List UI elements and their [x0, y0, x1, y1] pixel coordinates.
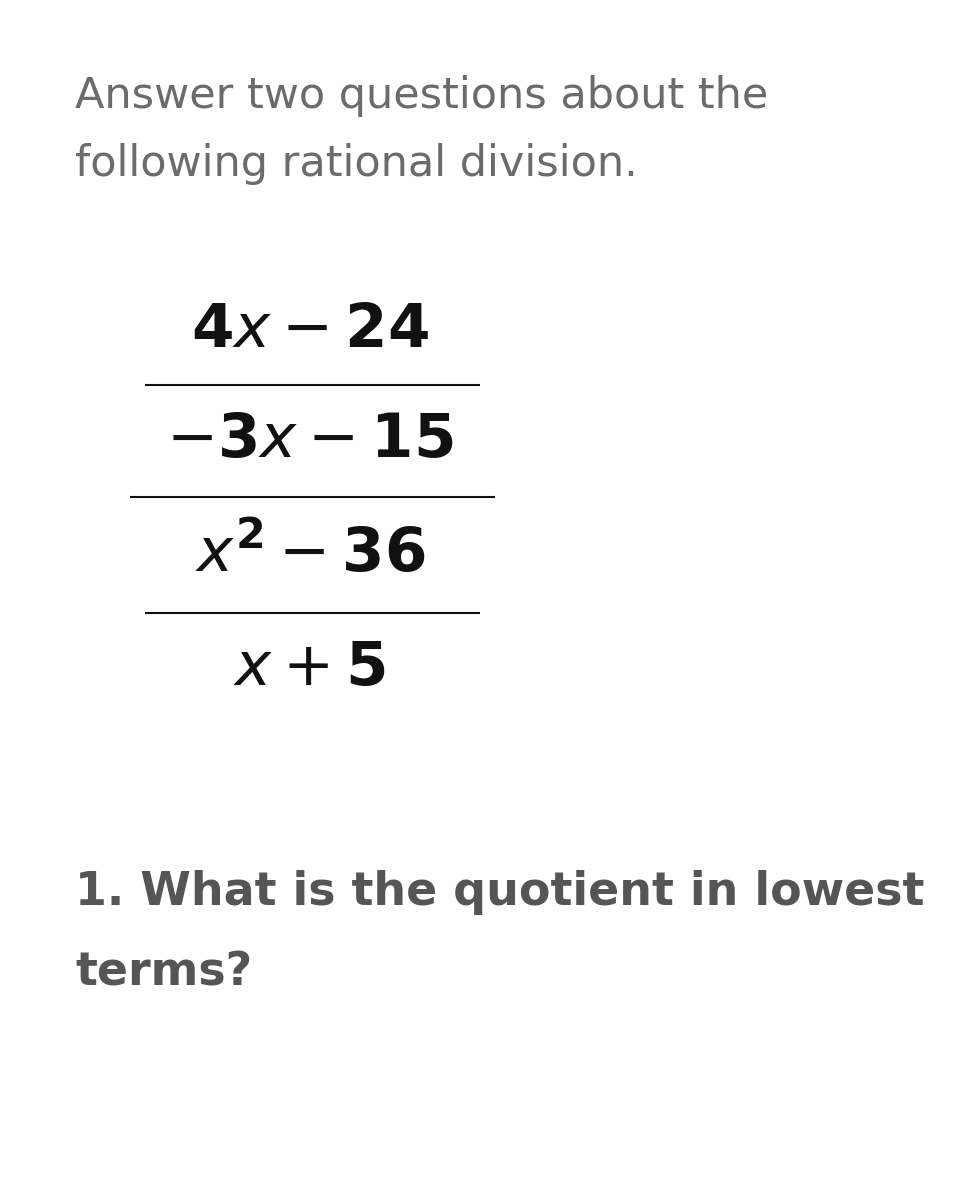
Text: $-\mathbf{3}x - \mathbf{15}$: $-\mathbf{3}x - \mathbf{15}$	[166, 410, 453, 470]
Text: 1. What is the quotient in lowest: 1. What is the quotient in lowest	[75, 870, 924, 914]
Text: Answer two questions about the: Answer two questions about the	[75, 74, 768, 116]
Text: $x^\mathbf{2} - \mathbf{36}$: $x^\mathbf{2} - \mathbf{36}$	[194, 526, 425, 584]
Text: following rational division.: following rational division.	[75, 143, 638, 185]
Text: terms?: terms?	[75, 950, 252, 995]
Text: $x + \mathbf{5}$: $x + \mathbf{5}$	[233, 638, 386, 698]
Text: $\mathbf{4}x - \mathbf{24}$: $\mathbf{4}x - \mathbf{24}$	[191, 300, 429, 360]
